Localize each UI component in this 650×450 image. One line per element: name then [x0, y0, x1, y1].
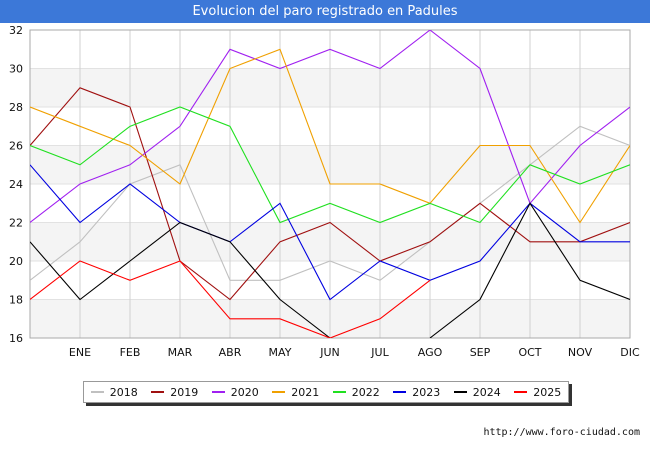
x-tick-label: OCT [518, 346, 541, 359]
x-tick-label: SEP [470, 346, 491, 359]
legend-swatch [272, 391, 286, 393]
legend-swatch [151, 391, 165, 393]
legend-label: 2023 [412, 385, 441, 399]
x-tick-label: MAR [168, 346, 193, 359]
y-tick-label: 26 [9, 140, 23, 153]
legend-label: 2020 [230, 385, 259, 399]
legend-swatch [211, 391, 225, 393]
y-tick-label: 22 [9, 217, 23, 230]
x-tick-label: JUN [319, 346, 340, 359]
x-tick-label: ENE [69, 346, 91, 359]
legend-swatch [90, 391, 104, 393]
legend-item-2023: 2023 [393, 386, 440, 399]
legend-label: 2018 [109, 385, 138, 399]
line-chart: 16 18 20 22 24 26 28 30 32 ENE FEB MAR ABR MAY JUN JUL A… [9, 24, 640, 359]
series-line-2024 [429, 202, 630, 338]
legend-label: 2024 [472, 385, 501, 399]
legend-item-2024: 2024 [453, 385, 501, 399]
y-tick-label: 20 [9, 255, 23, 268]
legend-swatch [453, 391, 467, 393]
legend-item-2020: 2020 [211, 385, 259, 399]
source-credit: http://www.foro-ciudad.com [483, 427, 640, 438]
y-tick-label: 32 [9, 24, 23, 37]
x-tick-label: JUL [370, 346, 389, 359]
legend-item-2022: 2022 [332, 385, 380, 399]
series-line-2021 [30, 48, 630, 224]
legend-label: 2021 [291, 385, 320, 399]
legend-label: 2025 [533, 385, 562, 399]
series-line-2019 [30, 87, 630, 301]
legend-swatch [514, 391, 528, 393]
chart-legend: 2018 2019 2020 2021 2022 2023 2024 2025 [83, 381, 569, 403]
series-line-2024 [30, 221, 331, 338]
y-tick-label: 30 [9, 63, 23, 76]
x-tick-label: FEB [120, 346, 141, 359]
y-tick-label: 28 [9, 101, 23, 114]
legend-swatch [332, 391, 346, 393]
series-line-2025 [30, 260, 431, 338]
legend-item-2025: 2025 [514, 386, 561, 399]
y-tick-label: 18 [9, 294, 23, 307]
legend-label: 2019 [170, 385, 199, 399]
y-tick-label: 24 [9, 178, 23, 191]
legend-item-2019: 2019 [151, 386, 198, 399]
legend-label: 2022 [351, 385, 380, 399]
y-tick-label: 16 [9, 332, 23, 345]
x-tick-label: ABR [219, 346, 242, 359]
x-tick-label: NOV [568, 346, 593, 359]
x-tick-label: DIC [620, 346, 640, 359]
legend-item-2018: 2018 [90, 385, 138, 399]
x-tick-label: MAY [269, 346, 292, 359]
legend-swatch [393, 391, 407, 393]
chart-title: Evolucion del paro registrado en Padules [0, 0, 650, 23]
legend-item-2021: 2021 [272, 386, 319, 399]
x-tick-label: AGO [418, 346, 443, 359]
series-line-2022 [30, 106, 630, 224]
